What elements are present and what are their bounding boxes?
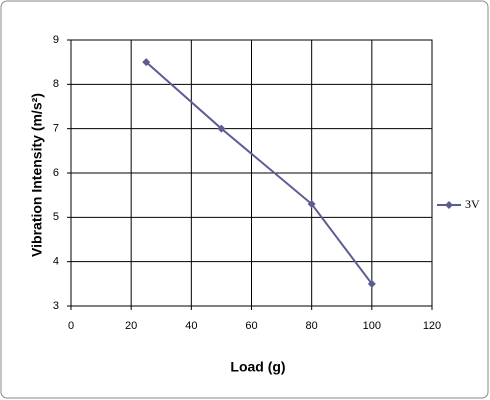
series-line: [145, 61, 373, 285]
y-tick-label: 8: [53, 78, 59, 90]
y-tick-label: 5: [53, 211, 59, 223]
y-tick-label: 3: [53, 300, 59, 312]
y-tick-label: 4: [53, 256, 59, 268]
y-tick-label: 9: [53, 34, 59, 46]
data-point: [217, 124, 226, 133]
legend-text: 3V: [465, 197, 480, 211]
x-tick-label: 80: [306, 320, 318, 332]
data-point: [367, 279, 376, 288]
y-tick-label: 6: [53, 167, 59, 179]
x-tick-label: 100: [363, 320, 381, 332]
x-tick-label: 0: [68, 320, 74, 332]
legend-marker: [445, 201, 453, 209]
x-tick-label: 60: [245, 320, 257, 332]
x-tick-label: 120: [423, 320, 441, 332]
x-tick-label: 40: [185, 320, 197, 332]
y-axis-title: Vibration Intensity (m/s²): [29, 93, 45, 257]
x-tick-label: 20: [125, 320, 137, 332]
x-axis-title: Load (g): [230, 359, 285, 375]
y-tick-label: 7: [53, 123, 59, 135]
data-point: [142, 58, 151, 67]
data-point: [307, 200, 316, 209]
